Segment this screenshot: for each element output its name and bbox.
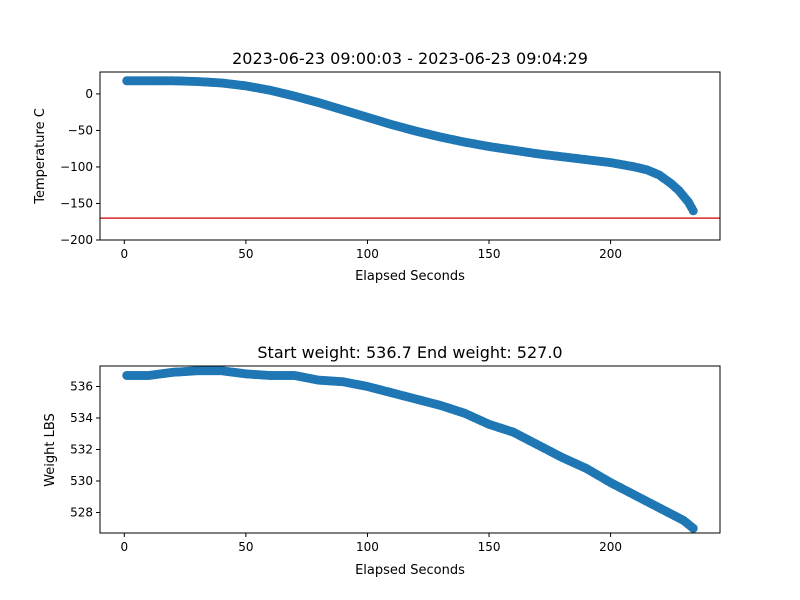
temperature-plot-frame [99,71,721,241]
weight-x-tick-label: 100 [356,540,379,554]
temperature-x-axis-label: Elapsed Seconds [355,269,465,284]
weight-y-axis-label: Weight LBS [43,413,58,487]
temperature-x-tick-label: 150 [478,247,501,261]
temperature-y-axis-label: Temperature C [33,108,48,205]
temperature-data-point [688,206,698,216]
weight-y-tick-label: 528 [70,506,93,520]
temperature-chart-title: 2023-06-23 09:00:03 - 2023-06-23 09:04:2… [232,49,588,68]
weight-y-tick-label: 534 [70,411,93,425]
weight-chart-title: Start weight: 536.7 End weight: 527.0 [257,343,562,362]
temperature-y-tick-label: −50 [68,123,93,137]
weight-x-axis-label: Elapsed Seconds [355,563,465,578]
weight-x-tick-label: 0 [120,540,128,554]
temperature-y-tick-label: −200 [60,233,93,247]
temperature-x-tick-label: 0 [120,247,128,261]
weight-panel: Start weight: 536.7 End weight: 527.0 El… [43,343,721,578]
weight-y-tick-label: 536 [70,379,93,393]
temperature-x-tick-label: 200 [599,247,622,261]
weight-x-tick-label: 50 [238,540,253,554]
weight-data-layer [122,366,698,533]
temperature-data-layer [122,76,698,216]
weight-x-tick-label: 200 [599,540,622,554]
temperature-y-tick-label: −100 [60,160,93,174]
temperature-panel: 2023-06-23 09:00:03 - 2023-06-23 09:04:2… [33,49,721,284]
temperature-y-tick-label: 0 [85,87,93,101]
temperature-y-tick-label: −150 [60,196,93,210]
weight-data-point [688,523,698,533]
weight-x-tick-label: 150 [478,540,501,554]
weight-plot-frame [99,365,721,534]
temperature-x-tick-label: 100 [356,247,379,261]
weight-y-tick-label: 530 [70,474,93,488]
temperature-x-tick-label: 50 [238,247,253,261]
weight-y-tick-label: 532 [70,443,93,457]
